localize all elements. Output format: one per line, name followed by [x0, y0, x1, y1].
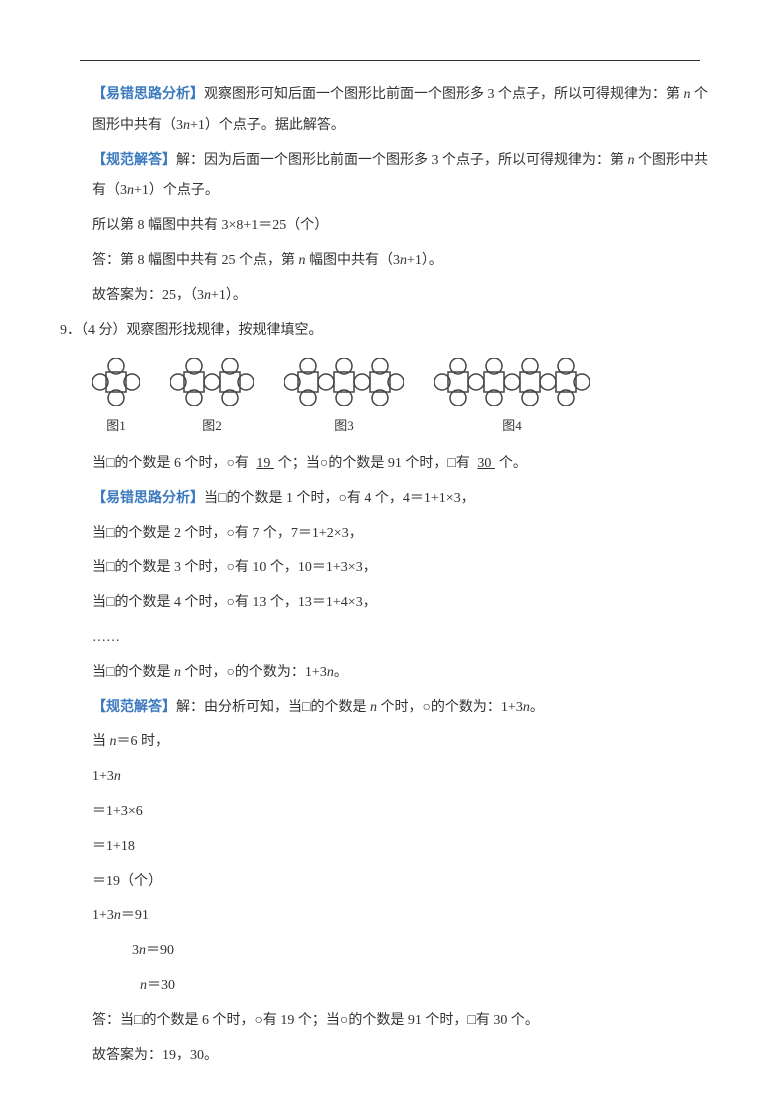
text: ＝91 [121, 908, 149, 923]
q9-analysis-5: 当□的个数是 n 个时，○的个数为：1+3n。 [92, 658, 720, 689]
text: +1）个点子。 [134, 183, 219, 198]
text: 当 [92, 734, 110, 749]
text: 1+3 [92, 769, 114, 784]
figure-label: 图1 [106, 412, 126, 441]
var-n: n [299, 253, 306, 268]
q8-answer: 【规范解答】解：因为后面一个图形比前面一个图形多 3 个点子，所以可得规律为：第… [92, 146, 720, 208]
text: +1）。 [211, 288, 247, 303]
text: 解：因为后面一个图形比前面一个图形多 3 个点子，所以可得规律为：第 [176, 153, 628, 168]
q9-fill-line: 当□的个数是 6 个时，○有 19 个；当○的个数是 91 个时，□有 30 个… [92, 449, 720, 480]
figure-row: 图1 图2 [92, 358, 720, 441]
var-n: n [127, 183, 134, 198]
pattern-2-svg [170, 358, 254, 406]
q9-answer-8: 3n＝90 [92, 936, 720, 967]
q9-analysis-2: 当□的个数是 2 个时，○有 7 个，7＝1+2×3， [92, 519, 720, 550]
q9-answer-3: 1+3n [92, 762, 720, 793]
var-n: n [204, 288, 211, 303]
q9-answer-4: ＝1+3×6 [92, 797, 720, 828]
q9-answer-5: ＝1+18 [92, 832, 720, 863]
q9-answer-7: 1+3n＝91 [92, 901, 720, 932]
text: 故答案为：25，（3 [92, 288, 204, 303]
pattern-1-svg [92, 358, 140, 406]
blank-2: 30 [473, 456, 499, 471]
q8-analysis: 【易错思路分析】观察图形可知后面一个图形比前面一个图形多 3 个点子，所以可得规… [92, 80, 720, 142]
pattern-4-svg [434, 358, 590, 406]
blank-1: 19 [252, 456, 278, 471]
var-n: n [370, 700, 377, 715]
var-n: n [523, 700, 530, 715]
text: 3 [132, 943, 139, 958]
var-n: n [139, 943, 146, 958]
figure-label: 图2 [202, 412, 222, 441]
q9-answer-6: ＝19（个） [92, 867, 720, 898]
text: 当□的个数是 6 个时，○有 [92, 456, 252, 471]
var-n: n [327, 665, 334, 680]
text: 个时，○的个数为：1+3 [377, 700, 523, 715]
figure-2: 图2 [170, 358, 254, 441]
q8-line5: 故答案为：25，（3n+1）。 [92, 281, 720, 312]
figure-1: 图1 [92, 358, 140, 441]
answer-label: 【规范解答】 [92, 700, 176, 715]
text: +1）个点子。据此解答。 [190, 118, 345, 133]
text: 个。 [499, 456, 527, 471]
text: 。 [334, 665, 348, 680]
q9-answer-10: 答：当□的个数是 6 个时，○有 19 个；当○的个数是 91 个时，□有 30… [92, 1006, 720, 1037]
var-n: n [400, 253, 407, 268]
pattern-3-svg [284, 358, 404, 406]
figure-label: 图3 [334, 412, 354, 441]
var-n: n [628, 153, 635, 168]
text: 当□的个数是 1 个时，○有 4 个，4＝1+1×3， [204, 491, 475, 506]
figure-4: 图4 [434, 358, 590, 441]
text: 。 [530, 700, 544, 715]
q9-dots: …… [92, 623, 720, 654]
text: ＝30 [147, 978, 175, 993]
page-top-rule [80, 60, 700, 61]
text: 个；当○的个数是 91 个时，□有 [278, 456, 473, 471]
figure-3: 图3 [284, 358, 404, 441]
var-n: n [114, 908, 121, 923]
text: 个时，○的个数为：1+3 [181, 665, 327, 680]
q9-analysis-4: 当□的个数是 4 个时，○有 13 个，13＝1+4×3， [92, 588, 720, 619]
figure-label: 图4 [502, 412, 522, 441]
text: 解：由分析可知，当□的个数是 [176, 700, 370, 715]
text: 幅图中共有（3 [306, 253, 401, 268]
q9-answer-1: 【规范解答】解：由分析可知，当□的个数是 n 个时，○的个数为：1+3n。 [92, 693, 720, 724]
answer-label: 【规范解答】 [92, 153, 176, 168]
analysis-label: 【易错思路分析】 [92, 491, 204, 506]
var-n: n [684, 87, 691, 102]
var-n: n [140, 978, 147, 993]
analysis-label: 【易错思路分析】 [92, 87, 204, 102]
var-n: n [110, 734, 117, 749]
text: 当□的个数是 [92, 665, 174, 680]
q8-line3: 所以第 8 幅图中共有 3×8+1＝25（个） [92, 211, 720, 242]
document-content: 【易错思路分析】观察图形可知后面一个图形比前面一个图形多 3 个点子，所以可得规… [60, 80, 720, 1071]
q8-line4: 答：第 8 幅图中共有 25 个点，第 n 幅图中共有（3n+1）。 [92, 246, 720, 277]
text: 观察图形可知后面一个图形比前面一个图形多 3 个点子，所以可得规律为：第 [204, 87, 684, 102]
q9-answer-2: 当 n＝6 时， [92, 727, 720, 758]
text: ＝6 时， [117, 734, 170, 749]
text: +1）。 [407, 253, 443, 268]
q9-answer-9: n＝30 [92, 971, 720, 1002]
text: 答：第 8 幅图中共有 25 个点，第 [92, 253, 299, 268]
q9-answer-11: 故答案为：19，30。 [92, 1041, 720, 1072]
q9-number: 9．（4 分）观察图形找规律，按规律填空。 [60, 316, 720, 347]
var-n: n [174, 665, 181, 680]
var-n: n [183, 118, 190, 133]
text: ＝90 [146, 943, 174, 958]
var-n: n [114, 769, 121, 784]
q9-analysis-1: 【易错思路分析】当□的个数是 1 个时，○有 4 个，4＝1+1×3， [92, 484, 720, 515]
q9-analysis-3: 当□的个数是 3 个时，○有 10 个，10＝1+3×3， [92, 553, 720, 584]
text: 1+3 [92, 908, 114, 923]
